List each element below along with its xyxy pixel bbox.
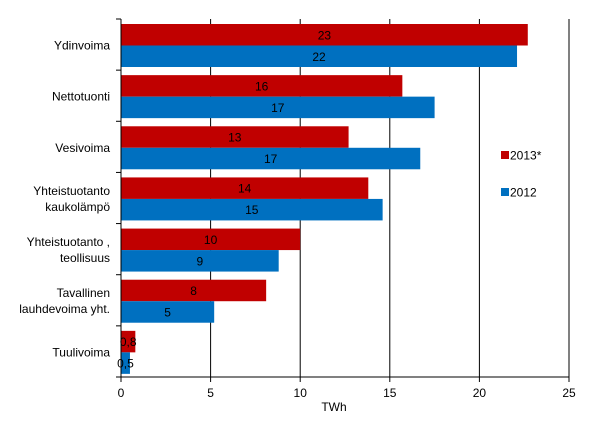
- x-tick-label: 5: [207, 386, 214, 400]
- legend-label: 2013*: [510, 149, 542, 163]
- bar: [121, 352, 130, 374]
- bar: [121, 250, 279, 272]
- data-label: 17: [271, 101, 285, 115]
- legend-swatch: [501, 151, 509, 159]
- bar: [121, 301, 215, 323]
- x-tick-label: 10: [294, 386, 308, 400]
- bar: [121, 96, 435, 119]
- data-label: 17: [264, 152, 278, 166]
- data-label: 23: [318, 28, 332, 42]
- data-label: 16: [255, 79, 269, 93]
- x-tick-label: 0: [118, 386, 125, 400]
- legend-swatch: [501, 188, 509, 196]
- data-label: 22: [312, 50, 326, 64]
- bar: [121, 45, 518, 67]
- category-label: Tavallinen: [57, 286, 110, 300]
- bar: [121, 75, 403, 97]
- data-label: 9: [197, 254, 204, 268]
- category-label: Nettotuonti: [52, 90, 110, 104]
- bar: [121, 228, 301, 251]
- data-label: 8: [190, 284, 197, 298]
- category-label: Vesivoima: [55, 141, 110, 155]
- data-label: 5: [164, 305, 171, 319]
- bars: [121, 24, 528, 374]
- x-tick-label: 25: [562, 386, 576, 400]
- category-label: lauhdevoima yht.: [19, 302, 110, 316]
- category-label: Yhteistuotanto: [33, 184, 110, 198]
- legend: 2013* 2012: [501, 149, 542, 200]
- data-label: 13: [228, 131, 242, 145]
- axes: Ydinvoima Nettotuonti Vesivoima Yhteistuota…: [19, 18, 576, 414]
- category-label: Tuulivoima: [52, 345, 110, 359]
- bar: [121, 279, 267, 302]
- x-tick-label: 20: [473, 386, 487, 400]
- data-label: 14: [238, 182, 252, 196]
- data-label: 10: [204, 233, 218, 247]
- x-axis-title: TWh: [321, 400, 346, 414]
- data-label: 15: [245, 203, 259, 217]
- category-label: Yhteistuotanto ,: [27, 235, 110, 249]
- bar: [121, 126, 349, 148]
- bar: [121, 24, 528, 46]
- legend-label: 2012: [510, 186, 537, 200]
- category-label: kaukolämpö: [45, 200, 110, 214]
- bar: [121, 198, 383, 221]
- data-label: 0,5: [117, 357, 134, 371]
- category-label: Ydinvoima: [54, 39, 110, 53]
- category-label: teollisuus: [60, 251, 110, 265]
- bar: [121, 177, 369, 199]
- bar: [121, 330, 136, 353]
- bar: [121, 147, 421, 170]
- x-tick-label: 15: [383, 386, 397, 400]
- data-label: 0,8: [120, 335, 137, 349]
